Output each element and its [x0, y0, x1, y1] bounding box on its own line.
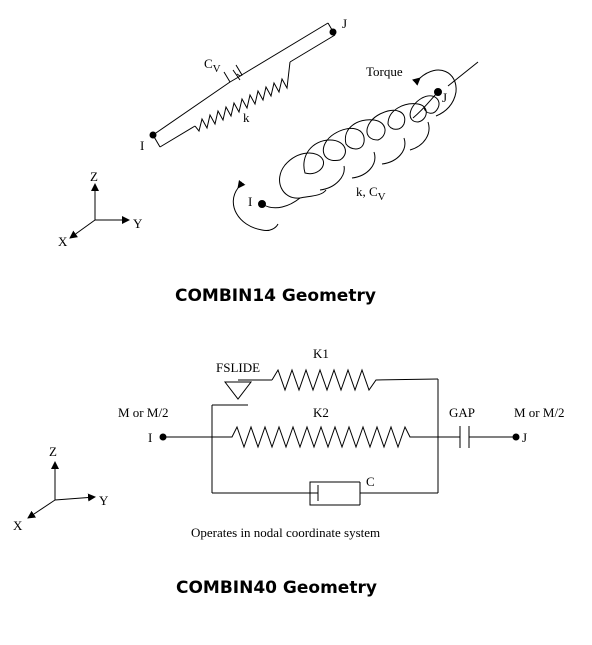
linear-node-j-label: J — [342, 16, 347, 31]
torsional-spring — [232, 61, 479, 231]
spring-k-label: k — [243, 110, 250, 125]
axis2-x-label: X — [13, 518, 23, 533]
k1-spring — [271, 368, 439, 392]
combin40-node-j — [512, 433, 520, 441]
combin40-caption: COMBIN40 Geometry — [176, 578, 377, 598]
damper-c-label: C — [366, 474, 375, 489]
combin40-node-i — [159, 433, 167, 441]
torsion-coils — [279, 95, 440, 199]
fslide-symbol — [223, 381, 253, 400]
triad-axes-1 — [69, 183, 130, 239]
linear-node-j — [329, 28, 337, 36]
torque-label: Torque — [366, 64, 403, 79]
axis-x-label: X — [58, 234, 68, 249]
torque-arrow-i — [232, 179, 279, 231]
torque-arrow-j — [412, 69, 457, 117]
torsion-axis-lead-j — [412, 91, 439, 119]
axis2-z-label: Z — [49, 444, 57, 459]
torsion-props-label: k, CV — [356, 184, 386, 203]
combin40-node-j-label: J — [522, 430, 527, 445]
combin40-labels: K1 FSLIDE K2 GAP C M or M/2 M or M/2 I J… — [13, 346, 565, 598]
torsion-axis-lead-i — [261, 189, 327, 209]
combin14-caption: COMBIN14 Geometry — [175, 286, 376, 306]
axis-z-label: Z — [90, 169, 98, 184]
torsion-node-j-label: J — [442, 90, 447, 105]
damper-cup — [309, 481, 360, 506]
torsion-node-i-label: I — [248, 194, 252, 209]
nodal-system-note: Operates in nodal coordinate system — [191, 525, 380, 540]
combin40-node-i-label: I — [148, 430, 152, 445]
k2-label: K2 — [313, 405, 329, 420]
triad-axes-2 — [27, 461, 96, 519]
combin14-diagram — [69, 22, 479, 239]
right-load-label: M or M/2 — [514, 405, 565, 420]
linear-spring-zigzag — [194, 61, 291, 133]
axis-y-label: Y — [133, 216, 143, 231]
linear-node-i — [149, 131, 157, 139]
left-load-label: M or M/2 — [118, 405, 169, 420]
gap-label: GAP — [449, 405, 475, 420]
linear-spring-damper — [152, 22, 336, 148]
damper-label: CV — [204, 56, 221, 75]
torsion-node-i — [258, 200, 266, 208]
linear-node-i-label: I — [140, 138, 144, 153]
axis2-y-label: Y — [99, 493, 109, 508]
combin14-labels: CV k I J Torque J I k, CV Z Y X COMBIN14… — [58, 16, 447, 306]
k2-spring — [212, 425, 460, 449]
fslide-label: FSLIDE — [216, 360, 260, 375]
k1-label: K1 — [313, 346, 329, 361]
combin40-diagram — [27, 368, 516, 519]
torsion-node-j — [434, 88, 442, 96]
